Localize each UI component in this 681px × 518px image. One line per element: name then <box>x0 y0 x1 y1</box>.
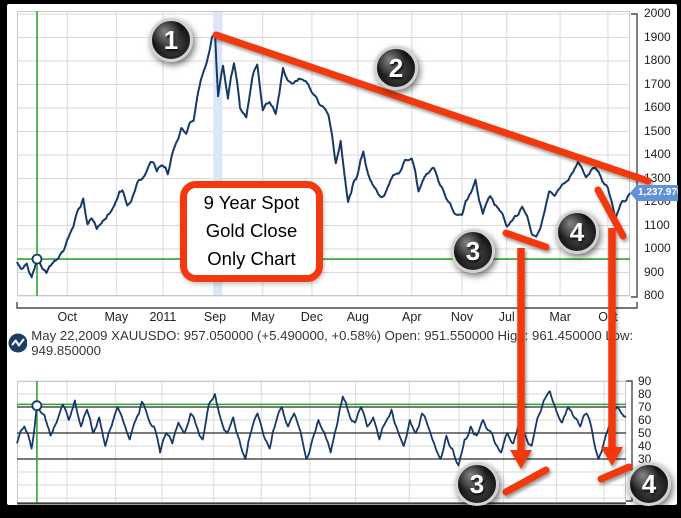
x-axis-label: Nov <box>450 310 474 324</box>
annotation-badge-2: 2 <box>374 46 418 90</box>
time-axis-bracket <box>16 302 638 309</box>
y-axis-label: 1600 <box>644 100 671 114</box>
x-axis-label: Dec <box>300 310 323 324</box>
y-axis-label: 1800 <box>644 53 671 67</box>
oscillator-plot-area <box>16 380 627 503</box>
line-chart-icon <box>8 333 28 353</box>
annotation-badge-3-oscillator: 3 <box>455 462 499 506</box>
price-axis-bracket <box>631 13 638 298</box>
annotation-badge-4-price: 4 <box>555 210 599 254</box>
x-axis-label: 2011 <box>149 310 177 324</box>
y-axis-label: 60 <box>638 413 652 427</box>
y-axis-label: 1400 <box>644 147 671 161</box>
y-axis-label: 90 <box>638 374 652 388</box>
x-axis-label: May <box>251 310 275 324</box>
status-bar: May 22,2009 XAUUSDO: 957.050000 (+5.4900… <box>8 328 681 358</box>
callout-box: 9 Year Spot Gold Close Only Chart <box>180 181 323 282</box>
x-axis-label: Sep <box>203 310 227 324</box>
x-axis-label: Mar <box>549 310 571 324</box>
annotation-badge-3-price: 3 <box>451 229 495 273</box>
x-axis-label: Oct <box>57 310 77 324</box>
y-axis-label: 1000 <box>644 241 671 255</box>
plot-border <box>17 381 626 503</box>
y-axis-label: 2000 <box>644 6 671 20</box>
y-axis-label: 900 <box>644 264 665 279</box>
callout-line: Gold Close <box>205 220 298 241</box>
price-plot-area <box>16 11 631 297</box>
callout-line: 9 Year Spot <box>203 192 300 213</box>
y-axis-label: 40 <box>638 439 652 453</box>
x-axis-label: Jul <box>498 310 515 324</box>
plot-border <box>17 11 630 296</box>
y-axis-label: 70 <box>638 400 652 414</box>
last-price-tag: 1,237.970 <box>630 185 678 201</box>
annotation-badge-4-oscillator: 4 <box>627 462 671 506</box>
x-axis-label: Aug <box>346 310 369 324</box>
data-point-marker <box>31 253 43 265</box>
y-axis-label: 1700 <box>644 76 671 91</box>
x-axis-label: Oct <box>598 310 618 324</box>
oscillator-line <box>16 390 627 467</box>
data-point-marker <box>31 400 43 412</box>
y-axis-label: 80 <box>638 387 652 401</box>
y-axis-label: 1300 <box>644 170 671 185</box>
callout-line: Only Chart <box>207 248 296 269</box>
annotation-badge-1: 1 <box>149 18 193 62</box>
y-axis-label: 1100 <box>644 217 670 232</box>
y-axis-label: 1900 <box>644 29 671 44</box>
quote-readout: May 22,2009 XAUUSDO: 957.050000 (+5.4900… <box>31 328 634 358</box>
x-axis-label: Apr <box>402 310 422 324</box>
y-axis-label: 1500 <box>644 123 671 138</box>
x-axis-label: May <box>104 310 129 324</box>
oscillator-axis-bracket <box>626 380 633 502</box>
y-axis-label: 800 <box>644 288 665 302</box>
y-axis-label: 50 <box>638 426 652 440</box>
